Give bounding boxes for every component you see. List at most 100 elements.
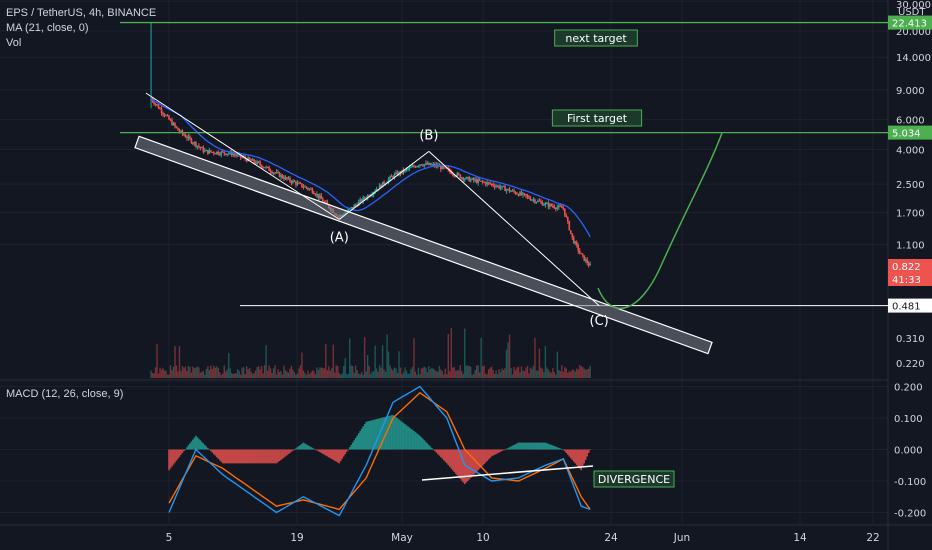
volume-bar	[186, 370, 188, 378]
volume-bar	[372, 371, 375, 378]
macd-legend[interactable]: MACD (12, 26, close, 9)	[6, 388, 124, 400]
macd-histogram-bar	[227, 449, 230, 464]
volume-bar	[470, 366, 472, 378]
candle-down	[572, 237, 575, 244]
volume-bar	[508, 334, 511, 378]
candle-down	[305, 186, 308, 188]
volume-bar	[478, 372, 481, 378]
macd-histogram-bar	[322, 449, 324, 454]
ma-legend[interactable]: MA (21, close, 0)	[6, 22, 89, 34]
volume-bar	[523, 371, 526, 378]
volume-bar	[513, 367, 515, 378]
price-badge-support	[888, 298, 932, 313]
symbol-legend[interactable]: EPS / TetherUS, 4h, BINANCE	[6, 7, 157, 19]
candle-down	[311, 188, 314, 193]
macd-tick-label: 0.200	[894, 383, 923, 394]
volume-bar	[564, 367, 566, 378]
volume-bar	[323, 368, 326, 378]
candle-down	[564, 208, 566, 216]
macd-histogram-bar	[238, 449, 240, 464]
candle-up	[543, 204, 545, 206]
volume-bar	[589, 365, 591, 378]
macd-histogram-bar	[350, 444, 353, 450]
candle-up	[519, 192, 521, 196]
candle-down	[462, 177, 465, 181]
macd-histogram-bar	[211, 449, 214, 453]
macd-histogram-bar	[196, 437, 199, 450]
volume-bar	[529, 367, 532, 378]
volume-bar	[553, 372, 556, 378]
volume-bar	[259, 369, 261, 378]
volume-bar	[165, 370, 167, 378]
candle-down	[262, 167, 264, 169]
volume-bar	[308, 373, 311, 378]
macd-histogram-bar	[277, 449, 279, 463]
candle-up	[486, 182, 488, 185]
candle-down	[224, 153, 227, 155]
candle-up	[316, 194, 318, 196]
volume-bar	[389, 365, 391, 378]
drawings[interactable]: next target First target (A) (B) (C)	[120, 21, 888, 355]
macd-histogram-bar	[218, 449, 221, 461]
macd-histogram-bar	[422, 438, 424, 450]
macd-histogram-bar	[323, 449, 326, 455]
volume-bar	[504, 368, 506, 378]
macd-histogram-bar	[555, 446, 557, 450]
macd-histogram-bar	[566, 449, 569, 455]
macd-histogram-bar	[580, 449, 583, 471]
macd-histogram-bar	[565, 449, 568, 453]
candle-down	[483, 181, 485, 183]
candle-down	[368, 195, 370, 197]
macd-histogram-bar	[281, 449, 284, 459]
candle-down	[169, 119, 172, 121]
candle-down	[562, 207, 565, 209]
price-tick-label: 6.000	[896, 116, 925, 127]
candle-down	[278, 172, 281, 178]
volume-bar	[287, 372, 290, 378]
volume-bar	[322, 367, 324, 378]
price-badges: 22.413 5.034 0.822 41:33 0.481	[888, 15, 932, 313]
volume-bar	[547, 369, 550, 378]
vol-legend[interactable]: Vol	[6, 37, 22, 49]
macd-histogram-bar	[230, 449, 233, 464]
volume-bar	[220, 374, 222, 378]
candle-down	[286, 177, 288, 179]
macd-histogram-bar	[221, 449, 224, 464]
macd-histogram-bar	[460, 449, 463, 481]
volume-bar	[576, 368, 578, 378]
candle-up	[296, 182, 299, 185]
candle-up	[574, 241, 577, 244]
volume-bar	[360, 371, 363, 378]
macd-histogram-bar	[431, 447, 433, 450]
macd-histogram-bar	[401, 421, 403, 450]
macd-histogram-bar	[292, 449, 294, 451]
volume-bar	[413, 338, 415, 378]
macd-histogram-bar	[459, 449, 462, 479]
candle-down	[313, 192, 315, 195]
volume-bar	[483, 365, 485, 378]
macd-histogram-bar	[287, 449, 290, 455]
macd-histogram-bar	[178, 449, 181, 457]
volume-bar	[307, 370, 309, 378]
volume-bar	[450, 327, 452, 378]
candle-down	[443, 165, 445, 168]
macd-histogram-bar	[184, 449, 187, 450]
volume-bar	[565, 368, 567, 378]
candle-up	[359, 199, 361, 202]
volume-bar	[467, 365, 469, 378]
candle-up	[280, 175, 282, 178]
candle-up	[232, 153, 235, 156]
volume-bar	[440, 369, 442, 378]
candle-up	[378, 184, 381, 190]
macd-histogram-bar	[534, 442, 536, 450]
macd-histogram-bar	[310, 446, 312, 450]
volume-bar	[522, 370, 524, 378]
macd-histogram-bar	[520, 442, 523, 450]
macd-histogram-bar	[468, 449, 471, 480]
time-tick-label: 22	[866, 532, 879, 544]
candle-up	[522, 193, 524, 195]
volume-bar	[260, 365, 263, 378]
macd-histogram-bar	[354, 437, 357, 450]
volume-bar	[383, 369, 385, 378]
